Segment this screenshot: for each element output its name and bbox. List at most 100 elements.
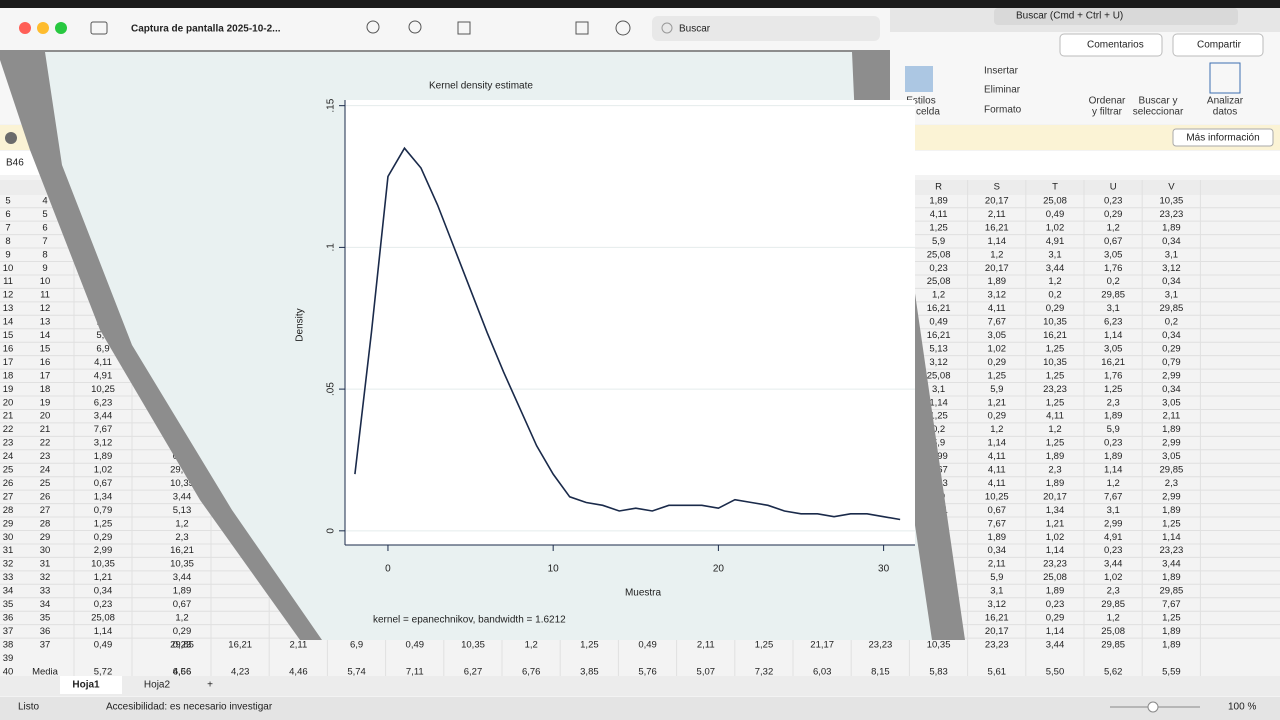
cell: 16,21 (1043, 330, 1067, 341)
cell: 10,25 (985, 491, 1009, 502)
cell: 25,08 (1101, 626, 1125, 637)
active-tab[interactable] (60, 676, 122, 694)
excel-search[interactable] (994, 8, 1238, 25)
cell: 0,29 (1162, 343, 1181, 354)
sheet-tab[interactable]: Hoja1 (72, 680, 100, 691)
info-button[interactable] (1172, 128, 1274, 147)
cell: 1,2 (990, 249, 1003, 260)
cell: 0,2 (1107, 276, 1120, 287)
cell: 4,11 (94, 357, 112, 368)
cell: 3,12 (1162, 263, 1181, 274)
zoom-knob[interactable] (1147, 701, 1159, 713)
cell: 3,44 (1104, 559, 1123, 570)
cell: 2,99 (1162, 491, 1181, 502)
cell: 25,08 (927, 249, 951, 260)
cell: 1,2 (175, 518, 188, 529)
y-axis-label: Density (295, 308, 306, 341)
cell: 23,23 (1160, 209, 1184, 220)
cell: 1,89 (1162, 505, 1181, 516)
cell: 10,25 (91, 384, 115, 395)
row-number: 15 (3, 330, 14, 341)
cell: 5 (42, 209, 47, 220)
row-number: 35 (3, 599, 14, 610)
styles-icon[interactable] (905, 66, 933, 92)
cell: 10,35 (91, 559, 115, 570)
rotate-icon[interactable] (575, 21, 589, 35)
sidebar-icon[interactable] (90, 21, 108, 35)
cell: 7,67 (1104, 491, 1123, 502)
cell: 1,2 (1048, 276, 1061, 287)
cell: 22 (40, 438, 51, 449)
cell: 1,89 (1046, 586, 1065, 597)
add-sheet[interactable]: + (207, 680, 213, 691)
cell: 2,3 (1048, 465, 1061, 476)
accessibility[interactable]: Accesibilidad: es necesario investigar (106, 702, 273, 713)
cell: 2,99 (1162, 370, 1181, 381)
chart-title: Kernel density estimate (429, 81, 533, 92)
column-header: V (1168, 182, 1175, 193)
cell: 0,67 (94, 478, 113, 489)
analyze-icon[interactable] (1209, 62, 1241, 94)
row-number: 24 (3, 451, 14, 462)
zoom-button[interactable] (55, 22, 67, 34)
cell: 10,35 (1043, 317, 1067, 328)
cell: 3,12 (929, 357, 948, 368)
cell: 0,23 (929, 263, 948, 274)
comments-button[interactable] (1059, 33, 1163, 57)
cell: 4,23 (231, 666, 250, 677)
cell: 1,2 (1107, 478, 1120, 489)
name-box[interactable]: B46 (6, 158, 24, 169)
cell: 3,44 (1046, 639, 1065, 650)
cell: 1,25 (1162, 518, 1181, 529)
zoom-out[interactable] (366, 20, 380, 34)
cell: 5,50 (1046, 666, 1065, 677)
cell: 4,91 (94, 370, 113, 381)
row-number: 38 (3, 639, 14, 650)
chart: 0 .05 .1 .15 0 10 20 30 (326, 98, 915, 575)
preview-title: Captura de pantalla 2025-10-2... (131, 24, 281, 35)
cell: 6,9 (350, 639, 363, 650)
cell: 1,14 (929, 397, 948, 408)
column-header: R (935, 182, 942, 193)
ribbon-label[interactable]: Insertar (984, 66, 1019, 77)
cell: 4,56 (173, 666, 192, 677)
cell: 0,49 (638, 639, 657, 650)
ribbon-label[interactable]: Eliminar (984, 85, 1021, 96)
cell: 2,11 (988, 559, 1006, 570)
cell: 2,11 (697, 639, 715, 650)
close-button[interactable] (19, 22, 31, 34)
preview-search[interactable] (652, 16, 880, 41)
x-tick-label: 20 (713, 564, 725, 575)
cell: 0,29 (988, 357, 1007, 368)
cell: 23,23 (1043, 384, 1067, 395)
cell: 6,23 (94, 397, 113, 408)
markup-icon[interactable] (615, 20, 631, 36)
ribbon-label[interactable]: Formato (984, 105, 1022, 116)
minimize-button[interactable] (37, 22, 49, 34)
cell: 2,3 (1107, 397, 1120, 408)
share-label: Compartir (1197, 40, 1242, 51)
cell: 34 (40, 599, 51, 610)
cell: 13 (40, 317, 51, 328)
cell: 1,76 (1104, 370, 1123, 381)
row-number: 11 (3, 276, 13, 287)
cell: 5,9 (990, 384, 1003, 395)
cell: 1,2 (1107, 222, 1120, 233)
cell: 1,89 (1162, 222, 1181, 233)
cell: 5,9 (1107, 424, 1120, 435)
row-number: 39 (3, 653, 14, 664)
cell: 20,17 (985, 196, 1009, 207)
row-number: 32 (3, 559, 14, 570)
x-tick-label: 0 (385, 564, 391, 575)
row-number: 14 (3, 317, 14, 328)
close-message[interactable] (5, 132, 17, 144)
cell: 28 (40, 518, 51, 529)
cell: 5,13 (929, 343, 948, 354)
sheet-tab[interactable]: Hoja2 (144, 680, 171, 691)
zoom-in[interactable] (408, 20, 422, 34)
cell: 3,05 (1162, 451, 1181, 462)
share-button[interactable] (1172, 33, 1264, 57)
cell: 7,67 (94, 424, 113, 435)
cell: 1,76 (1104, 263, 1123, 274)
share-icon[interactable] (457, 21, 471, 35)
